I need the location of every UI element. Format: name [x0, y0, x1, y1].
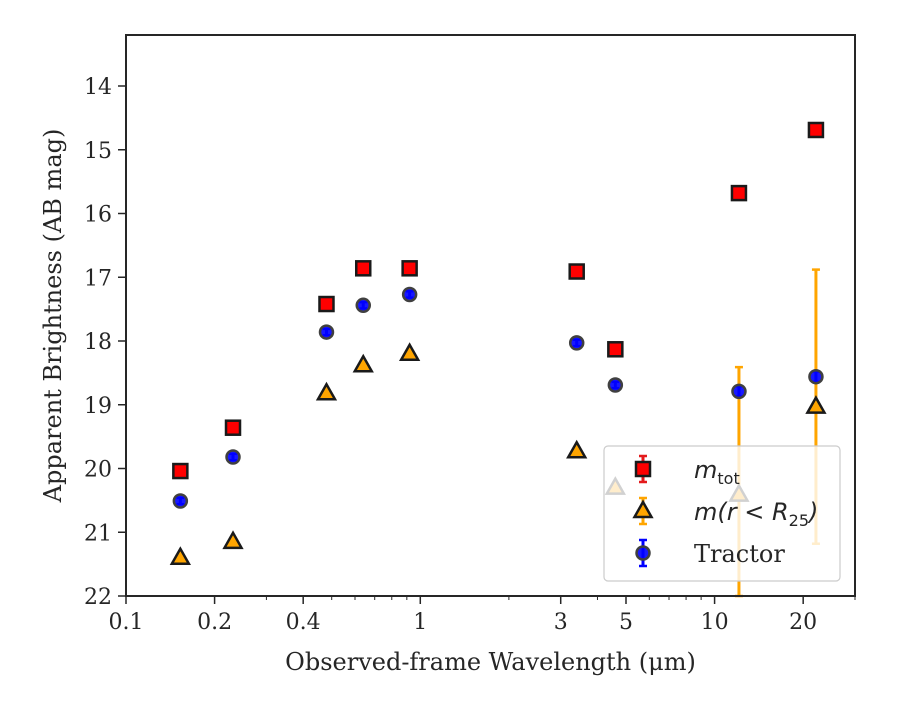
point-mtot-0: [172, 462, 189, 480]
x-tick-label: 0.1: [109, 610, 144, 635]
y-tick-label: 14: [84, 75, 112, 100]
point-tractor-4: [401, 286, 418, 303]
legend-frame: [603, 445, 841, 582]
y-tick-label: 16: [84, 203, 112, 228]
legend-label-sub: tot: [717, 469, 739, 488]
legend-label-sub: 25: [789, 511, 809, 530]
legend-label-mtot: mtot: [694, 456, 740, 488]
point-tractor-1: [225, 449, 241, 465]
y-tick-label: 21: [84, 521, 112, 546]
x-axis-label: Observed-frame Wavelength (μm): [285, 648, 696, 676]
point-mr25-0: [169, 546, 191, 565]
point-tractor-7: [731, 383, 747, 400]
legend-label-main: m(r < R: [694, 498, 789, 526]
point-mtot-7: [730, 184, 748, 202]
x-tick-label: 20: [789, 610, 817, 635]
x-tick-label: 1: [413, 610, 427, 635]
point-mr25-8: [805, 395, 827, 414]
legend-label-main: m: [694, 456, 717, 484]
point-mr25-1: [222, 530, 244, 550]
point-mtot-5: [568, 263, 585, 280]
point-mr25-3: [352, 353, 374, 373]
x-tick-label: 5: [619, 610, 633, 635]
y-tick-label: 19: [84, 394, 112, 419]
y-tick-label: 15: [84, 139, 112, 164]
x-tick-label: 0.4: [286, 610, 321, 635]
point-mtot-2: [318, 295, 335, 313]
y-tick-label: 20: [84, 458, 112, 483]
point-tractor-2: [318, 324, 335, 340]
legend-label-tail: ): [807, 498, 818, 526]
point-tractor-0: [172, 493, 189, 509]
legend-marker-mtot: [634, 460, 652, 478]
y-tick-label: 18: [84, 330, 112, 355]
x-tick-label: 3: [554, 610, 568, 635]
y-tick-label: 22: [84, 585, 112, 610]
point-mtot-3: [355, 260, 372, 277]
legend: mtot m(r < R25) Tractor: [603, 445, 841, 582]
x-tick-label: 10: [701, 610, 729, 635]
y-axis-label: Apparent Brightness (AB mag): [39, 129, 67, 504]
point-tractor-6: [607, 377, 624, 393]
point-mtot-6: [607, 341, 624, 358]
legend-marker-mr25: [632, 499, 654, 519]
point-tractor-3: [355, 297, 372, 314]
x-tick-label: 0.2: [197, 610, 232, 635]
point-mr25-5: [566, 439, 588, 459]
point-tractor-5: [568, 335, 585, 351]
point-mtot-1: [224, 419, 242, 436]
point-mtot-4: [401, 260, 418, 277]
legend-marker-tractor: [635, 545, 651, 561]
point-mtot-8: [807, 121, 825, 139]
point-mr25-2: [315, 381, 338, 401]
ticks-layer: 0.1 0.2 0.4 1 3 5 10 20 14 15 16 17 18 19 20 21 22: [84, 75, 856, 635]
point-tractor-8: [808, 368, 824, 385]
legend-label-tractor: Tractor: [694, 540, 785, 568]
plot-frame: [125, 34, 856, 597]
legend-label-mr25: m(r < R25): [694, 498, 818, 530]
y-tick-label: 17: [84, 266, 112, 291]
point-mr25-4: [398, 342, 421, 361]
